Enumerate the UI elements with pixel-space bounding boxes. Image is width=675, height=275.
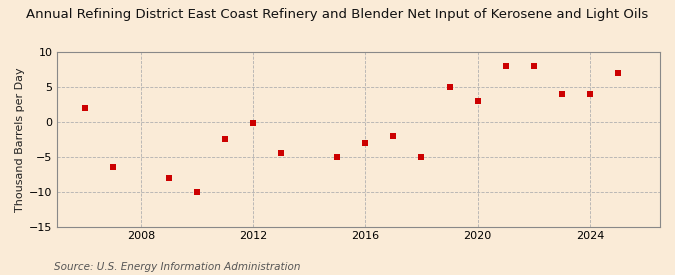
Y-axis label: Thousand Barrels per Day: Thousand Barrels per Day [15,67,25,211]
Point [500,64,511,68]
Point [556,92,567,96]
Point [219,137,230,142]
Point [107,165,118,169]
Point [612,71,623,75]
Point [388,134,399,138]
Point [472,99,483,103]
Point [585,92,595,96]
Point [163,175,174,180]
Point [416,155,427,159]
Text: Source: U.S. Energy Information Administration: Source: U.S. Energy Information Administ… [54,262,300,272]
Point [192,189,202,194]
Text: Annual Refining District East Coast Refinery and Blender Net Input of Kerosene a: Annual Refining District East Coast Refi… [26,8,649,21]
Point [276,151,287,155]
Point [444,85,455,89]
Point [80,106,90,110]
Point [360,141,371,145]
Point [529,64,539,68]
Point [248,121,259,125]
Point [332,155,343,159]
